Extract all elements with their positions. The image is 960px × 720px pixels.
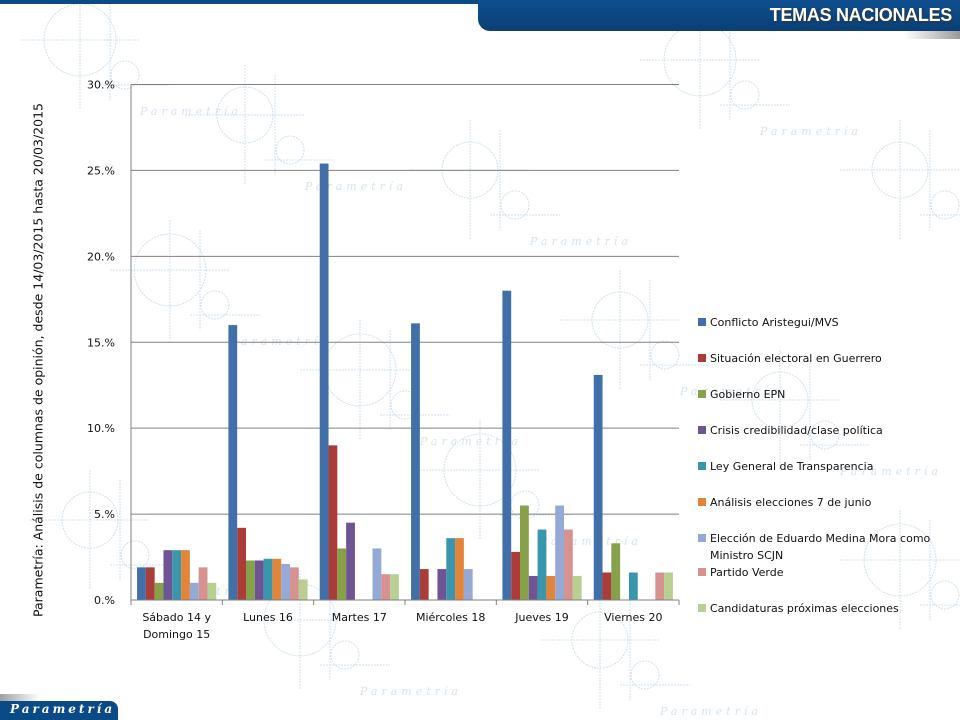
- bar-2-1: [328, 445, 338, 600]
- bar-5-8: [664, 572, 673, 600]
- bar-0-2: [154, 582, 164, 600]
- header-banner: TEMAS NACIONALES: [478, 0, 960, 31]
- page-title: TEMAS NACIONALES: [769, 5, 953, 25]
- logo-shadow: [0, 694, 40, 701]
- legend-label: Ley General de Transparencia: [710, 460, 874, 473]
- bar-0-5: [181, 550, 190, 600]
- legend-label: Situación electoral en Guerrero: [710, 352, 882, 365]
- legend-swatch: [698, 426, 706, 434]
- bar-1-2: [246, 560, 255, 600]
- bar-5-0: [593, 374, 603, 600]
- bar-3-4: [446, 538, 456, 600]
- parametria-logo: Parametría: [0, 701, 118, 720]
- bar-2-2: [337, 548, 347, 600]
- legend-swatch: [698, 604, 706, 612]
- bar-2-6: [372, 548, 382, 600]
- y-tick-label: 10.%: [87, 422, 115, 435]
- svg-text:Parametría: Parametría: [229, 335, 332, 348]
- bar-2-8: [390, 574, 399, 600]
- bar-5-4: [628, 572, 638, 600]
- y-tick-label: 0.%: [94, 594, 115, 607]
- bar-3-0: [411, 323, 420, 600]
- svg-text:Parametría: Parametría: [759, 125, 862, 138]
- bar-1-8: [298, 579, 308, 600]
- bar-4-6: [555, 505, 564, 600]
- bar-3-5: [455, 538, 464, 600]
- bar-1-0: [228, 325, 238, 600]
- y-tick-label: 25.%: [87, 164, 115, 177]
- bar-1-3: [254, 560, 264, 600]
- bar-4-5: [546, 575, 556, 600]
- bar-4-8: [572, 575, 582, 600]
- bar-0-4: [172, 550, 182, 600]
- bar-4-1: [511, 551, 520, 600]
- bar-4-3: [528, 575, 538, 600]
- bar-1-6: [281, 563, 290, 600]
- bar-1-1: [237, 527, 246, 600]
- legend-label: Conflicto Aristegui/MVS: [710, 316, 839, 329]
- legend-swatch: [698, 354, 706, 362]
- bar-5-2: [611, 543, 621, 600]
- y-tick-label: 5.%: [94, 508, 115, 521]
- bar-0-6: [189, 582, 199, 600]
- logo-text: Parametría: [10, 702, 116, 716]
- x-tick-label: Martes 17: [332, 611, 387, 624]
- legend-label: Candidaturas próximas elecciones: [710, 602, 899, 615]
- bar-5-7: [655, 572, 665, 600]
- svg-text:Parametría: Parametría: [839, 465, 942, 478]
- bar-1-7: [290, 567, 299, 600]
- bar-2-0: [319, 163, 329, 600]
- legend-label: Gobierno EPN: [710, 388, 786, 401]
- bar-4-4: [537, 529, 547, 600]
- legend-label: Análisis elecciones 7 de junio: [710, 496, 872, 509]
- svg-text:Parametría: Parametría: [419, 435, 522, 448]
- legend-swatch: [698, 534, 706, 542]
- banner-shadow: [905, 31, 960, 39]
- bar-0-0: [137, 567, 146, 600]
- y-tick-label: 20.%: [87, 250, 115, 263]
- x-tick-label: Miércoles 18: [416, 611, 485, 624]
- bar-3-1: [419, 569, 429, 600]
- bar-0-7: [198, 567, 208, 600]
- bar-3-6: [463, 569, 473, 600]
- legend-swatch: [698, 498, 706, 506]
- legend-swatch: [698, 390, 706, 398]
- bar-4-0: [502, 290, 512, 600]
- bar-0-3: [163, 550, 173, 600]
- legend-swatch: [698, 462, 706, 470]
- svg-text:Parametría: Parametría: [139, 105, 242, 118]
- bar-0-1: [145, 567, 155, 600]
- x-tick-label: Jueves 19: [514, 611, 569, 624]
- x-tick-label: Lunes 16: [243, 611, 293, 624]
- svg-text:Parametría: Parametría: [529, 235, 632, 248]
- x-tick-label: Viernes 20: [604, 611, 662, 624]
- legend-label: Elección de Eduardo Medina Mora como Min…: [710, 532, 931, 562]
- y-tick-label: 30.%: [87, 79, 115, 92]
- bar-5-1: [602, 572, 612, 600]
- bar-2-3: [346, 522, 355, 600]
- legend-label: Crisis credibilidad/clase política: [710, 424, 883, 437]
- legend-label: Partido Verde: [710, 566, 784, 579]
- bar-4-2: [520, 505, 529, 600]
- svg-text:Parametría: Parametría: [659, 705, 762, 718]
- bar-1-4: [263, 558, 273, 600]
- bar-1-5: [272, 558, 282, 600]
- svg-text:Parametría: Parametría: [359, 685, 462, 698]
- x-tick-label: Sábado 14 y: [142, 611, 211, 624]
- svg-text:Parametría: Parametría: [304, 180, 407, 193]
- bar-4-7: [564, 529, 573, 600]
- bar-3-3: [437, 569, 447, 600]
- y-tick-label: 15.%: [87, 336, 115, 349]
- x-tick-label: Domingo 15: [143, 628, 210, 641]
- bar-2-7: [381, 574, 391, 600]
- legend-swatch: [698, 318, 706, 326]
- legend-swatch: [698, 568, 706, 576]
- bar-0-8: [207, 582, 217, 600]
